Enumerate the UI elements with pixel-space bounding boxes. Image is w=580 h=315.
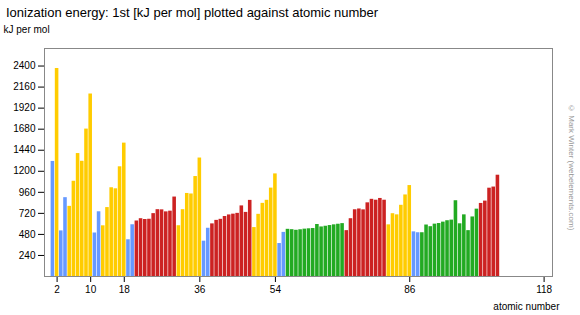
svg-text:2400: 2400 (13, 60, 36, 71)
svg-text:2: 2 (54, 284, 60, 295)
svg-text:1920: 1920 (13, 102, 36, 113)
svg-text:1680: 1680 (13, 123, 36, 134)
svg-text:118: 118 (536, 284, 552, 295)
svg-text:36: 36 (194, 284, 206, 295)
svg-text:960: 960 (19, 187, 36, 198)
svg-text:86: 86 (404, 284, 416, 295)
html-text:Ionization energy: 1st [kJ per: Ionization energy: 1st [kJ per mol] plot… (6, 5, 379, 20)
html-text:© Mark Winter (webelements.com: © Mark Winter (webelements.com) (567, 103, 576, 231)
svg-text:240: 240 (19, 250, 36, 261)
svg-text:18: 18 (119, 284, 131, 295)
svg-text:480: 480 (19, 229, 36, 240)
svg-text:10: 10 (85, 284, 97, 295)
svg-text:kJ per mol: kJ per mol (4, 24, 50, 35)
svg-text:1440: 1440 (13, 144, 36, 155)
svg-text:2160: 2160 (13, 81, 36, 92)
svg-text:atomic number: atomic number (493, 301, 560, 312)
svg-text:720: 720 (19, 208, 36, 219)
svg-text:1200: 1200 (13, 165, 36, 176)
svg-text:54: 54 (270, 284, 282, 295)
